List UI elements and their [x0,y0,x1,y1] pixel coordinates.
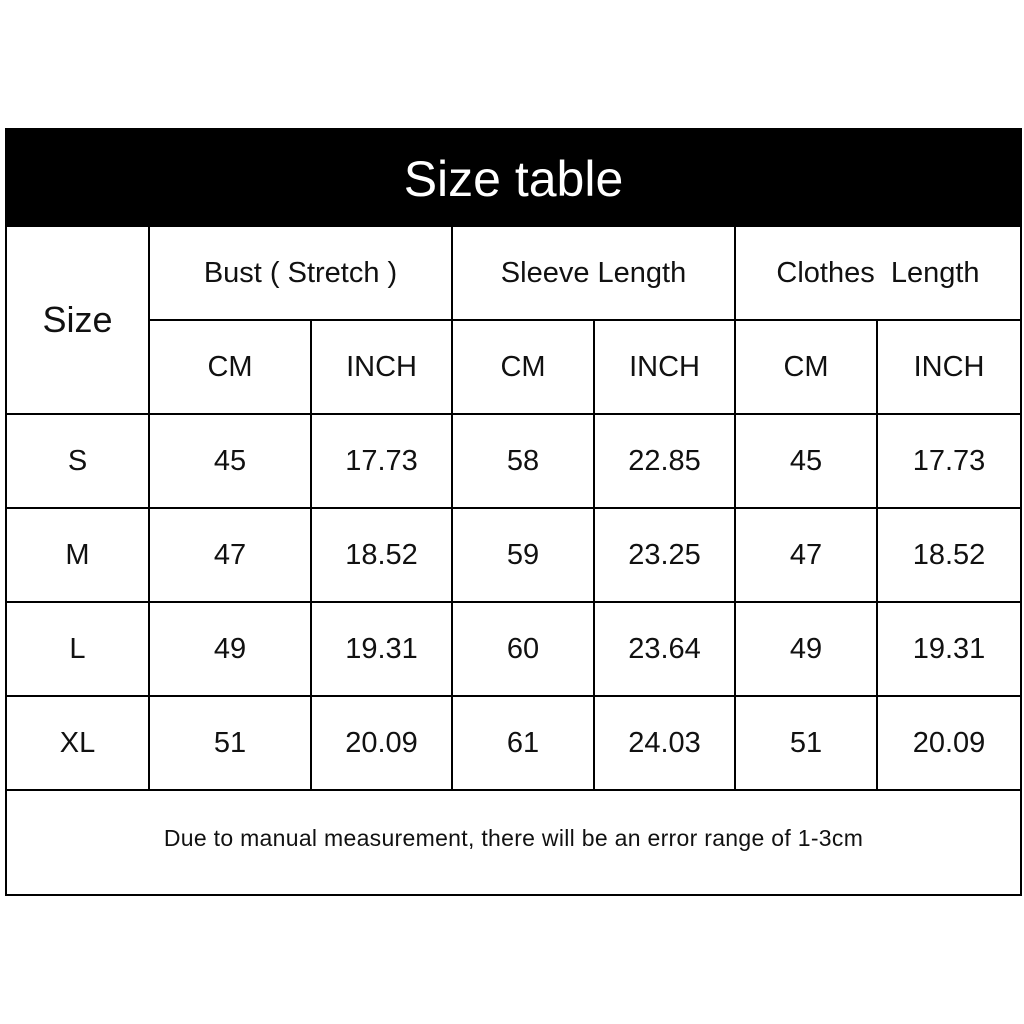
size-cell: S [7,414,150,509]
value-cell: 45 [734,414,879,509]
measurement-note: Due to manual measurement, there will be… [163,824,864,851]
value-cell: 22.85 [593,414,737,509]
value-cell: 20.09 [309,695,454,791]
size-table: Size table Size Bust ( Stretch ) Sleeve … [5,128,1022,896]
table-row: M 47 18.52 59 23.25 47 18.52 [7,507,1020,603]
table-row: XL 51 20.09 61 24.03 51 20.09 [7,695,1020,791]
size-chart: Size Bust ( Stretch ) Sleeve Length Clot… [7,227,1020,885]
value-cell: 45 [148,414,312,509]
value-cell: 17.73 [309,414,454,509]
unit-header: CM [734,319,879,415]
unit-header: CM [451,319,596,415]
value-cell: 47 [734,507,879,603]
table-title: Size table [7,130,1020,227]
value-cell: 18.52 [309,507,454,603]
table-row: L 49 19.31 60 23.64 49 19.31 [7,601,1020,697]
size-cell: L [7,601,150,697]
value-cell: 18.52 [876,507,1020,603]
value-cell: 17.73 [876,414,1020,509]
header-row-units: CM INCH CM INCH CM INCH [7,319,1020,415]
size-header: Size [7,227,150,415]
value-cell: 49 [734,601,879,697]
header-row-groups: Size Bust ( Stretch ) Sleeve Length Clot… [7,227,1020,415]
value-cell: 58 [451,414,596,509]
table-row: S 45 17.73 58 22.85 45 17.73 [7,414,1020,509]
value-cell: 20.09 [876,695,1020,791]
value-cell: 49 [148,601,312,697]
value-cell: 51 [734,695,879,791]
group-header-sleeve: Sleeve Length [451,227,737,321]
value-cell: 19.31 [876,601,1020,697]
size-cell: M [7,507,150,603]
value-cell: 47 [148,507,312,603]
value-cell: 24.03 [593,695,737,791]
size-cell: XL [7,695,150,791]
group-header-clothes: Clothes Length [734,227,1020,321]
note-row: Due to manual measurement, there will be… [7,790,1020,885]
value-cell: 59 [451,507,596,603]
value-cell: 23.25 [593,507,737,603]
value-cell: 19.31 [309,601,454,697]
value-cell: 61 [451,695,596,791]
value-cell: 60 [451,601,596,697]
value-cell: 23.64 [593,601,737,697]
unit-header: INCH [309,319,454,415]
unit-header: INCH [593,319,737,415]
unit-header: CM [149,319,312,415]
unit-header: INCH [876,319,1020,415]
value-cell: 51 [148,695,312,791]
group-header-bust: Bust ( Stretch ) [147,227,454,321]
